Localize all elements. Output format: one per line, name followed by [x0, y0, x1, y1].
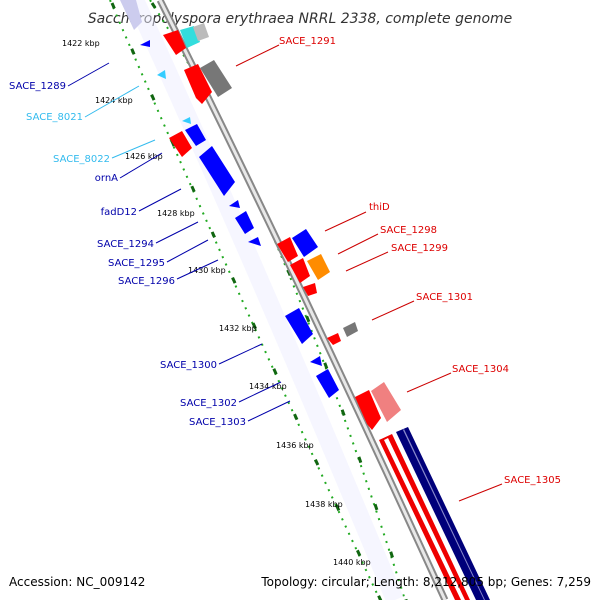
kbp-label: 1436 kbp — [276, 441, 314, 450]
leader-line — [238, 381, 282, 403]
gene-label-sace-1303: SACE_1303 — [189, 417, 246, 428]
kbp-label: 1438 kbp — [305, 500, 343, 509]
inner-major-ticks — [110, 2, 383, 600]
gene-label-sace-1295: SACE_1295 — [108, 258, 165, 269]
gene-label-sace-1294: SACE_1294 — [97, 239, 154, 250]
gene-block-red-thiD — [277, 237, 298, 262]
leader-line — [138, 188, 182, 212]
leader-line — [111, 139, 156, 159]
gene-label-sace-1296: SACE_1296 — [118, 276, 175, 287]
gene-block-lightblue-2 — [182, 117, 191, 124]
gene-block-blue-top — [120, 0, 142, 30]
gene-label-sace-1304: SACE_1304 — [452, 364, 509, 375]
leader-line — [67, 62, 110, 87]
gene-label-fadD12: fadD12 — [101, 207, 137, 218]
kbp-label: 1422 kbp — [62, 39, 100, 48]
leader-line — [84, 85, 140, 118]
outer-major-ticks — [150, 2, 408, 600]
gene-label-sace-1289: SACE_1289 — [9, 81, 66, 92]
leader-line — [458, 483, 503, 502]
gene-label-sace-1305: SACE_1305 — [504, 475, 561, 486]
leader-line — [155, 221, 199, 244]
leader-line — [119, 152, 163, 179]
gene-label-sace-1291: SACE_1291 — [279, 36, 336, 47]
gene-block-blue-1303 — [316, 369, 339, 398]
gene-block-blue-fadD12 — [199, 146, 235, 196]
gene-block-lightgray-1 — [193, 23, 209, 41]
gene-sace-1306-arrow-highlight — [403, 429, 485, 600]
kbp-label: 1430 kbp — [188, 266, 226, 275]
map-title: Saccharopolyspora erythraea NRRL 2338, c… — [88, 11, 513, 27]
leader-line — [337, 233, 379, 255]
feature-track-band-left — [126, 0, 404, 600]
accession-label: Accession: NC_009142 — [9, 575, 145, 589]
gene-block-orange-1299 — [307, 254, 330, 280]
gene-block-blue-2 — [229, 200, 240, 208]
leader-line — [166, 239, 209, 263]
gene-block-blue-1 — [140, 40, 150, 47]
leader-line — [247, 400, 291, 422]
gene-block-pink-1304 — [371, 382, 401, 422]
gene-label-sace-1298: SACE_1298 — [380, 225, 437, 236]
kbp-label: 1434 kbp — [249, 382, 287, 391]
leader-line — [176, 259, 219, 280]
gene-label-sace-8021: SACE_8021 — [26, 112, 83, 123]
kbp-label: 1432 kbp — [219, 324, 257, 333]
leader-line — [345, 251, 389, 272]
gene-label-ornA: ornA — [95, 173, 118, 184]
gene-block-blue-1296 — [292, 229, 318, 257]
kbp-label: 1440 kbp — [333, 558, 371, 567]
topology-label: Topology: circular; Length: 8,212,805 bp… — [260, 575, 591, 589]
gene-label-sace-8022: SACE_8022 — [53, 154, 110, 165]
gene-label-sace-1300: SACE_1300 — [160, 360, 217, 371]
gene-block-blue-1295 — [248, 237, 261, 246]
gene-label-thiD: thiD — [369, 202, 390, 213]
gene-block-red-1298 — [290, 258, 310, 283]
leader-line — [324, 211, 367, 232]
gene-block-blue-1302 — [310, 356, 322, 366]
gene-block-blue-1300 — [285, 308, 313, 344]
gene-label-sace-1299: SACE_1299 — [391, 243, 448, 254]
gene-block-red-1 — [163, 30, 186, 55]
leader-line — [235, 44, 280, 67]
gene-sace-1305-arrow-highlight — [384, 438, 465, 600]
leader-line — [371, 300, 415, 321]
kbp-label: 1426 kbp — [125, 152, 163, 161]
leader-line — [406, 372, 452, 393]
gene-block-lightblue-1 — [157, 70, 166, 79]
leader-line — [218, 343, 263, 365]
gene-block-gray-1 — [200, 60, 232, 97]
gene-label-sace-1301: SACE_1301 — [416, 292, 473, 303]
gene-block-gray-2 — [343, 322, 358, 337]
gene-block-red-2 — [184, 64, 212, 104]
kbp-label: 1428 kbp — [157, 209, 195, 218]
gene-block-red-1299 — [303, 283, 317, 296]
gene-block-blue-1294 — [235, 211, 254, 234]
gene-block-red-3 — [169, 131, 192, 157]
gene-block-red-1304 — [355, 390, 381, 430]
gene-block-red-1301 — [327, 333, 341, 345]
gene-label-sace-1302: SACE_1302 — [180, 398, 237, 409]
gene-block-blue-ornA — [185, 124, 206, 146]
